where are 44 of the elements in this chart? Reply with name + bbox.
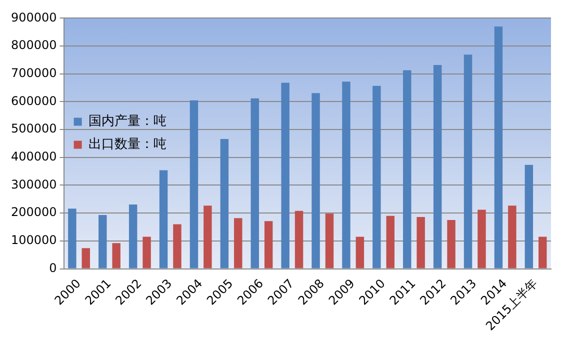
legend-label: 国内产量：吨: [88, 114, 166, 130]
bar: [234, 218, 242, 268]
bar: [281, 82, 290, 268]
bar: [524, 164, 534, 268]
bar: [478, 210, 486, 268]
bar: [538, 236, 547, 268]
bar: [142, 236, 151, 268]
bar: [220, 139, 229, 268]
bar: [264, 221, 273, 268]
y-tick-label: 700000: [10, 66, 57, 80]
bar: [494, 26, 503, 268]
bar: [325, 214, 334, 268]
legend-label: 出口数量：吨: [88, 137, 166, 152]
bar: [82, 248, 90, 268]
bar: [250, 98, 259, 268]
y-tick-label: 900000: [10, 10, 57, 24]
y-tick-label: 200000: [10, 205, 57, 220]
bar: [173, 224, 182, 268]
bar: [447, 220, 456, 268]
bar: [98, 215, 107, 268]
bar: [386, 216, 394, 268]
bar: [68, 208, 76, 268]
y-tick-label: 800000: [10, 38, 57, 52]
bar: [508, 206, 516, 268]
bar: [190, 100, 198, 268]
bar: [128, 204, 138, 268]
y-tick-label: 400000: [10, 150, 57, 164]
bar: [403, 70, 412, 268]
y-tick-label: 600000: [10, 94, 57, 108]
bar: [372, 86, 381, 268]
bar: [204, 206, 212, 268]
y-tick-label: 0: [49, 260, 57, 275]
y-tick-label: 500000: [10, 122, 57, 136]
bar: [433, 64, 442, 268]
bar: [464, 54, 472, 268]
bar: [416, 216, 425, 268]
bar: [112, 243, 120, 268]
y-tick-label: 100000: [10, 233, 57, 248]
bar: [356, 236, 364, 268]
bar: [342, 82, 350, 268]
bar: [312, 93, 320, 268]
y-tick-label: 300000: [10, 177, 57, 192]
bar: [159, 170, 168, 268]
bar: [294, 210, 304, 268]
